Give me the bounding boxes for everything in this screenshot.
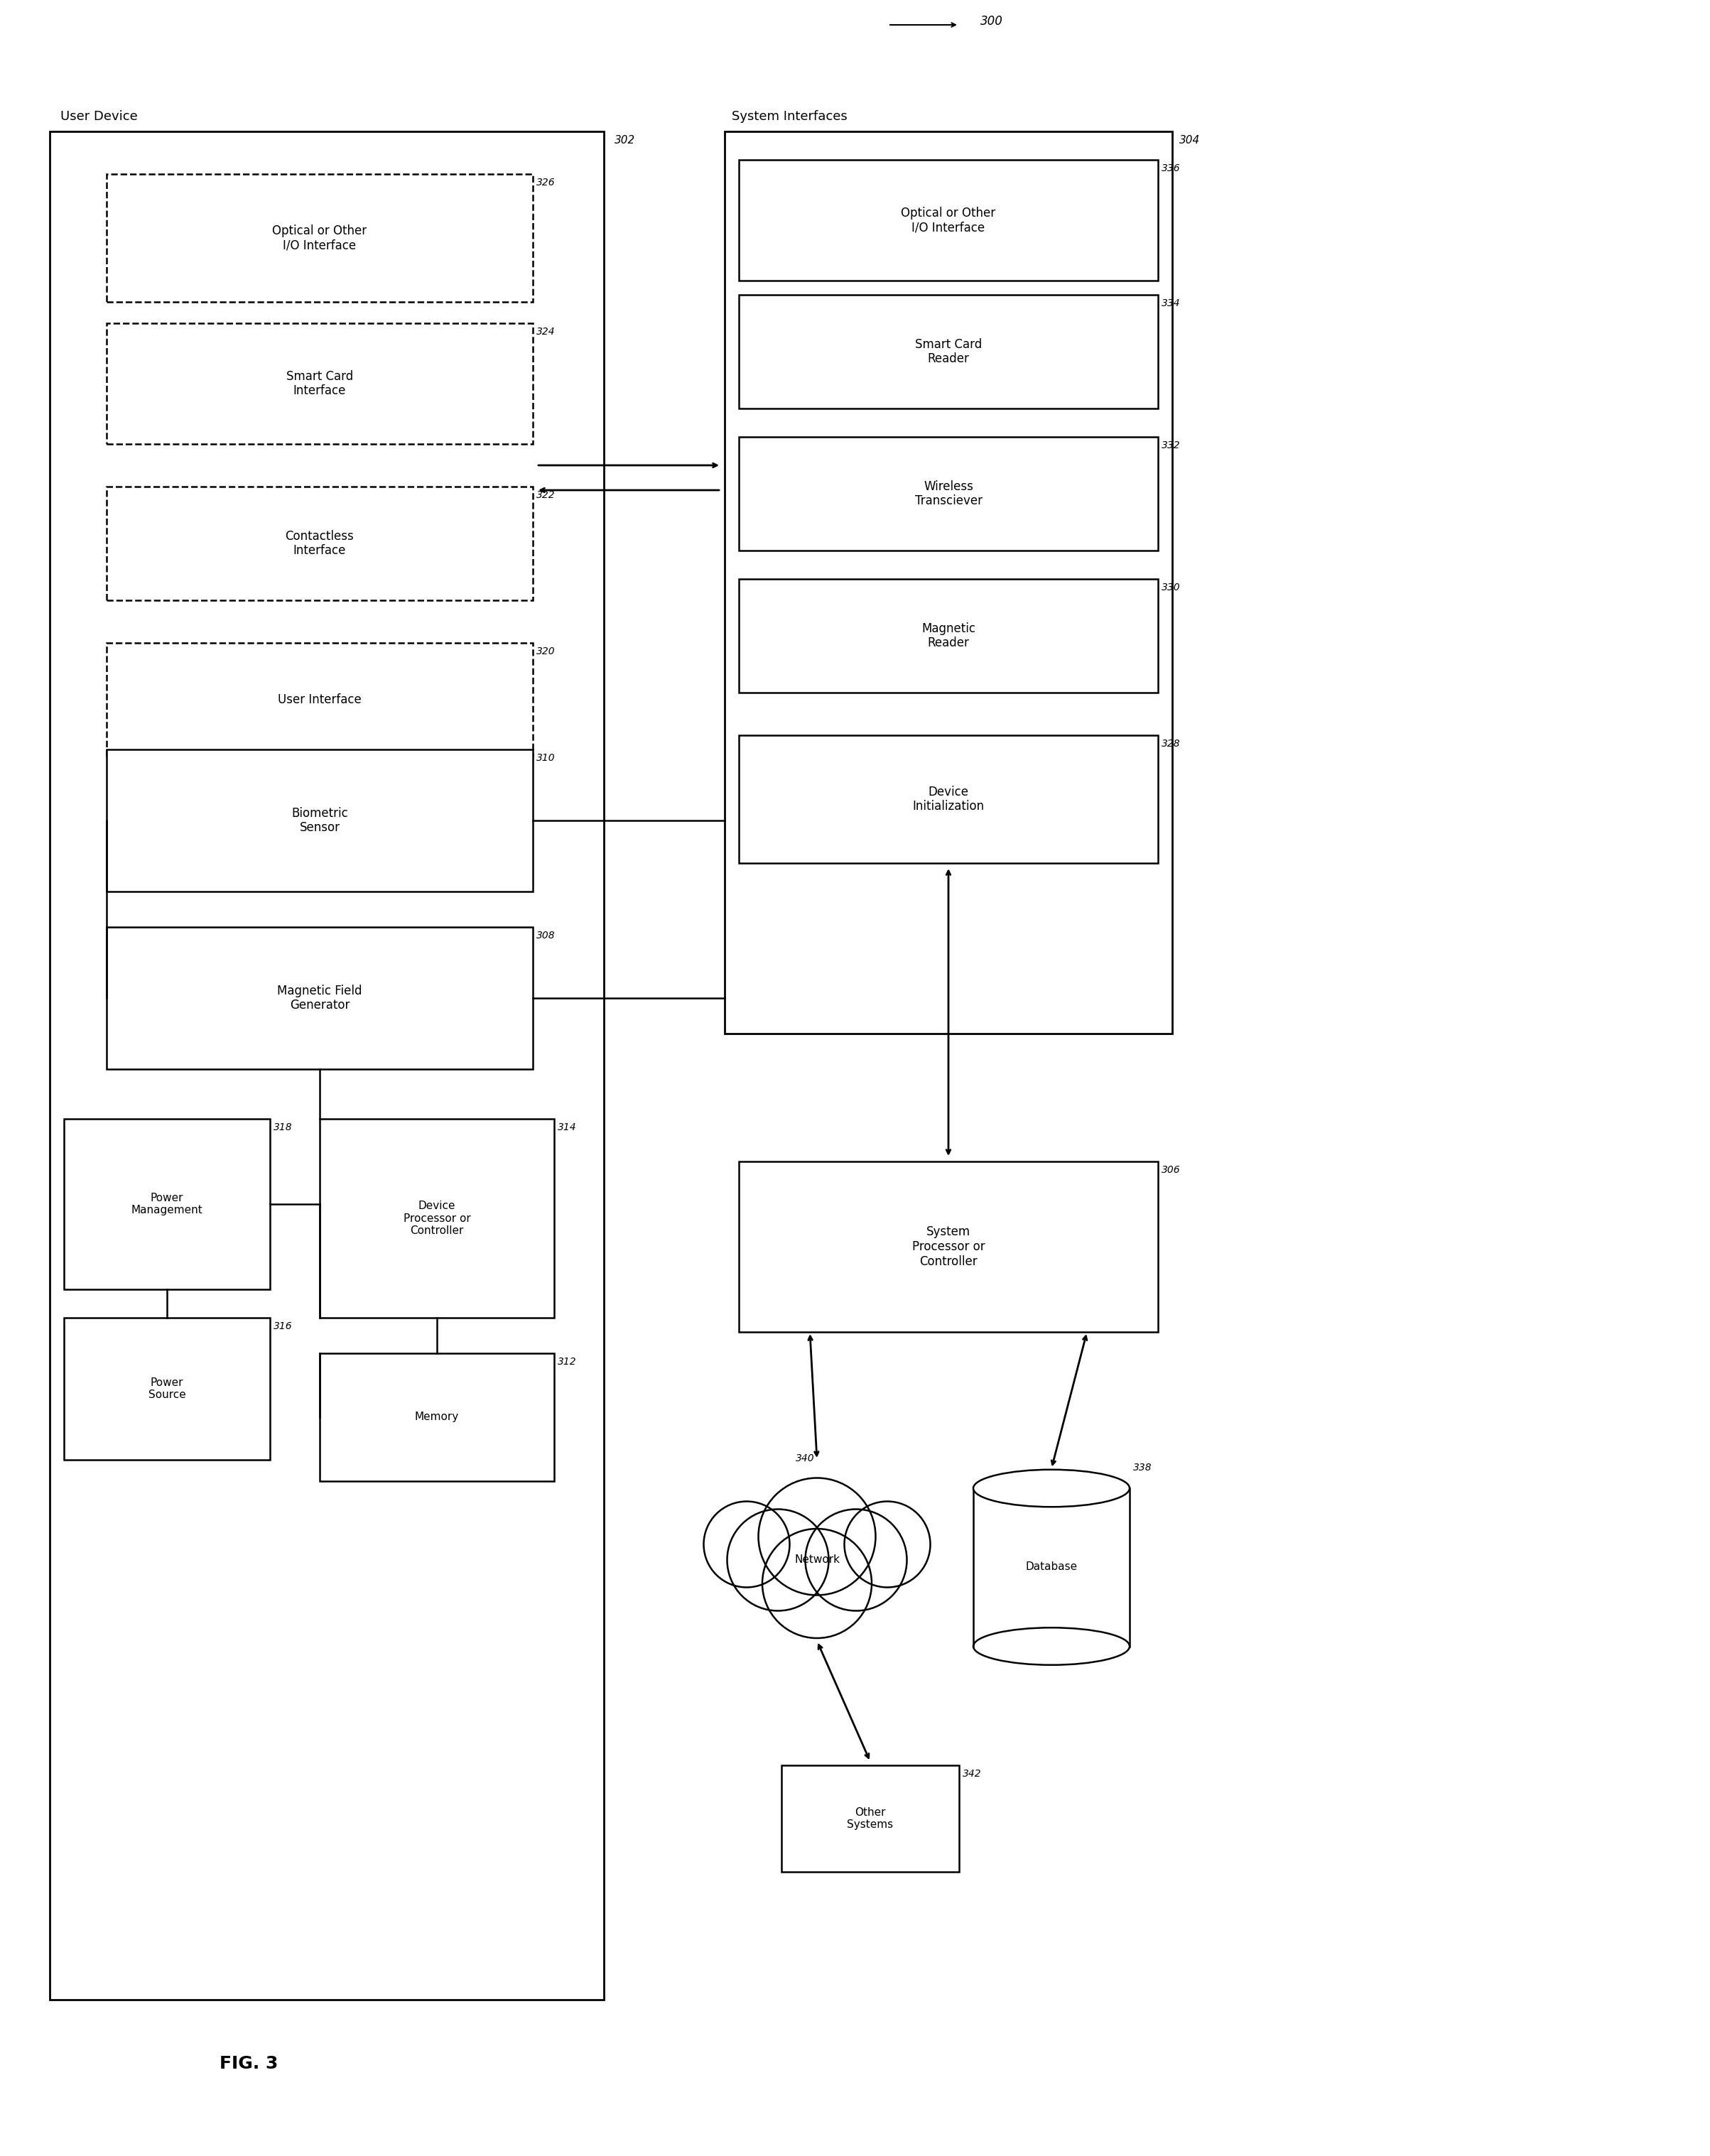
Text: 314: 314 — [557, 1123, 576, 1132]
Text: Magnetic Field
Generator: Magnetic Field Generator — [277, 985, 363, 1011]
Bar — [106, 927, 534, 1069]
Bar — [63, 1119, 270, 1289]
Text: 310: 310 — [537, 752, 556, 763]
Text: 300: 300 — [980, 15, 1004, 28]
Bar — [320, 1354, 554, 1481]
Text: 334: 334 — [1161, 298, 1180, 308]
Text: FIG. 3: FIG. 3 — [219, 2055, 279, 2072]
Text: Optical or Other
I/O Interface: Optical or Other I/O Interface — [901, 207, 995, 235]
Text: Contactless
Interface: Contactless Interface — [286, 530, 354, 556]
Text: Database: Database — [1026, 1561, 1077, 1572]
Bar — [725, 132, 1173, 1033]
Text: System Interfaces: System Interfaces — [732, 110, 848, 123]
Text: Smart Card
Reader: Smart Card Reader — [915, 338, 982, 364]
Text: 316: 316 — [274, 1322, 292, 1330]
Text: Optical or Other
I/O Interface: Optical or Other I/O Interface — [272, 224, 368, 252]
Circle shape — [805, 1509, 906, 1611]
Text: Magnetic
Reader: Magnetic Reader — [922, 623, 975, 649]
Bar — [739, 160, 1158, 280]
Bar — [739, 438, 1158, 550]
Ellipse shape — [973, 1628, 1130, 1664]
Text: Network: Network — [793, 1554, 840, 1565]
Text: Biometric
Sensor: Biometric Sensor — [291, 806, 349, 834]
Bar — [739, 735, 1158, 862]
Text: 332: 332 — [1161, 440, 1180, 451]
Bar — [106, 642, 534, 757]
Bar — [739, 580, 1158, 692]
Ellipse shape — [973, 1470, 1130, 1507]
Text: 322: 322 — [537, 489, 556, 500]
Text: 342: 342 — [963, 1768, 982, 1779]
Circle shape — [763, 1529, 872, 1639]
Text: 324: 324 — [537, 328, 556, 336]
Text: 308: 308 — [537, 931, 556, 940]
Bar — [63, 1317, 270, 1460]
Text: Other
Systems: Other Systems — [846, 1807, 893, 1830]
Bar — [781, 1766, 959, 1871]
Circle shape — [845, 1501, 930, 1587]
Text: 326: 326 — [537, 177, 556, 188]
Bar — [106, 487, 534, 599]
Text: 318: 318 — [274, 1123, 292, 1132]
Bar — [106, 323, 534, 444]
Text: Smart Card
Interface: Smart Card Interface — [286, 371, 354, 397]
Text: 340: 340 — [795, 1453, 814, 1464]
Circle shape — [705, 1501, 790, 1587]
Text: System
Processor or
Controller: System Processor or Controller — [911, 1225, 985, 1268]
Text: 304: 304 — [1180, 136, 1200, 147]
Text: Power
Source: Power Source — [149, 1378, 186, 1399]
Text: Power
Management: Power Management — [132, 1192, 203, 1216]
Bar — [739, 1162, 1158, 1332]
Bar — [50, 132, 604, 2001]
Text: Device
Initialization: Device Initialization — [913, 785, 985, 813]
Text: Memory: Memory — [416, 1412, 458, 1423]
Text: 302: 302 — [614, 136, 636, 147]
Text: 328: 328 — [1161, 740, 1180, 748]
Text: 336: 336 — [1161, 164, 1180, 172]
Text: User Device: User Device — [60, 110, 137, 123]
Text: User Interface: User Interface — [277, 694, 361, 707]
Bar — [106, 750, 534, 893]
Bar — [739, 295, 1158, 407]
Text: Wireless
Transciever: Wireless Transciever — [915, 481, 982, 507]
Bar — [320, 1119, 554, 1317]
Text: 306: 306 — [1161, 1164, 1180, 1175]
Circle shape — [727, 1509, 829, 1611]
Text: 320: 320 — [537, 647, 556, 655]
Text: 338: 338 — [1134, 1462, 1153, 1473]
Text: 330: 330 — [1161, 582, 1180, 593]
Text: Device
Processor or
Controller: Device Processor or Controller — [404, 1201, 470, 1235]
Circle shape — [758, 1479, 876, 1595]
Text: 312: 312 — [557, 1356, 576, 1367]
Bar — [106, 175, 534, 302]
